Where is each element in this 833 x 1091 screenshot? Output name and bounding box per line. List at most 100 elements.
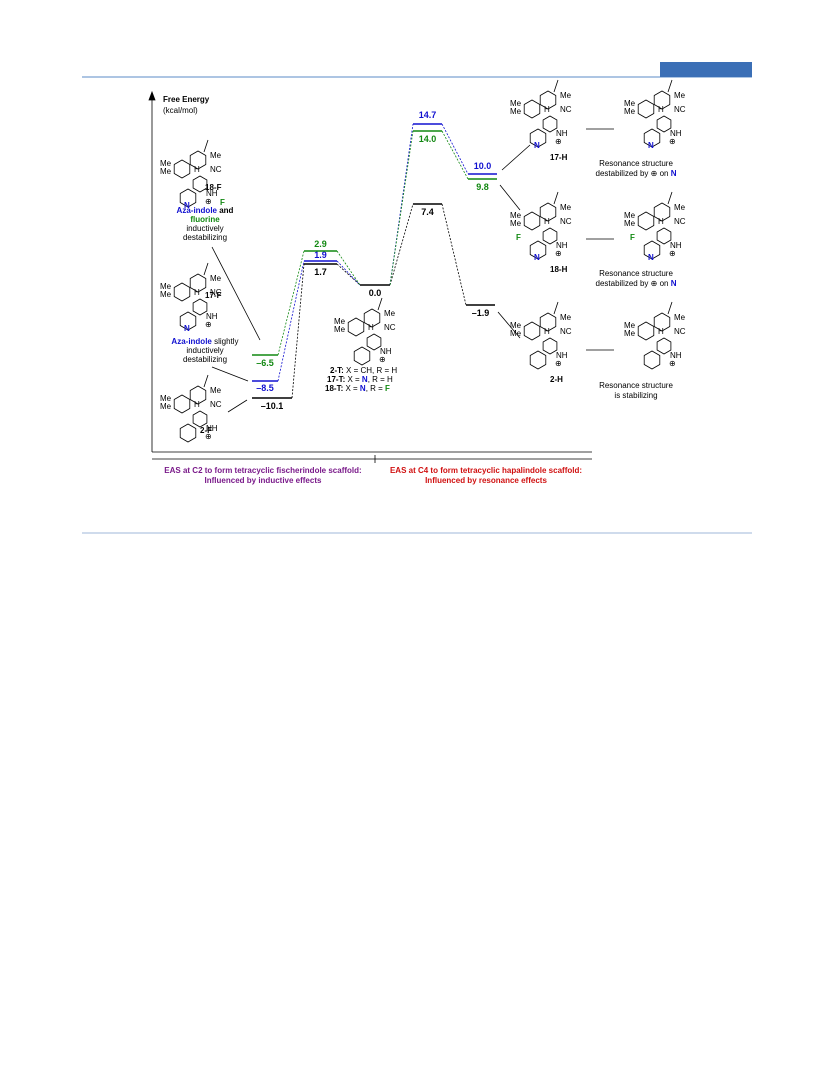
resonance-note: destabilized by ⊕ on N <box>596 169 677 178</box>
atom: N <box>534 253 540 262</box>
ring <box>529 240 547 260</box>
atom: ⊕ <box>205 432 212 441</box>
ring <box>656 115 672 133</box>
atom: NC <box>560 327 572 336</box>
energy-label: 1.9 <box>314 250 327 260</box>
note: destabilizing <box>183 233 227 242</box>
atom: H <box>194 165 200 174</box>
atom: Me <box>210 274 222 283</box>
connector <box>389 130 414 286</box>
connector <box>336 260 361 286</box>
energy-label: 1.7 <box>314 267 327 277</box>
note: Aza-indole and <box>177 206 234 215</box>
ring <box>637 321 655 341</box>
connector <box>389 123 414 286</box>
ring <box>653 202 671 222</box>
energy-label: –10.1 <box>261 401 284 411</box>
atom: Me <box>624 99 636 108</box>
key-line: 17-T: X = N, R = H <box>327 375 393 384</box>
ring <box>192 298 208 316</box>
ring <box>179 423 197 443</box>
bond <box>377 297 383 311</box>
connector <box>291 263 305 399</box>
ring <box>653 90 671 110</box>
energy-label: 14.7 <box>419 110 437 120</box>
note-part: destabilized by ⊕ on <box>596 279 671 288</box>
atom: H <box>544 217 550 226</box>
atom: Me <box>674 203 686 212</box>
atom: Me <box>210 386 222 395</box>
note: fluorine <box>190 215 220 224</box>
energy-label: 10.0 <box>474 161 492 171</box>
atom: NH <box>206 189 218 198</box>
atom: H <box>658 327 664 336</box>
key-part: X = <box>343 384 360 393</box>
ring <box>656 337 672 355</box>
levels: –10.1 –8.5 –6.5 1.7 1.92.9 0.0 7.4 14.7 14.0 –1.9… <box>252 110 497 411</box>
connector <box>441 130 469 180</box>
ring <box>173 394 191 414</box>
ring <box>643 128 661 148</box>
key-part: F <box>385 384 390 393</box>
bond <box>553 79 559 93</box>
arrow <box>211 246 261 341</box>
ring <box>529 350 547 370</box>
ring <box>653 312 671 332</box>
atom: NC <box>560 217 572 226</box>
atom: N <box>648 141 654 150</box>
caption: Influenced by inductive effects <box>205 476 322 485</box>
connector <box>277 260 305 382</box>
ring <box>179 311 197 331</box>
energy-label: –1.9 <box>472 308 490 318</box>
key-line: 18-T: X = N, R = F <box>325 384 390 393</box>
energy-label: 7.4 <box>421 207 434 217</box>
ring <box>179 188 197 208</box>
atom: Me <box>624 107 636 116</box>
ring <box>173 282 191 302</box>
key-part: 2-T: <box>330 366 344 375</box>
energy-label: –6.5 <box>256 358 274 368</box>
compound-label: 2-H <box>550 375 563 384</box>
atom: NC <box>674 327 686 336</box>
compound-label: 18-F <box>205 183 222 192</box>
key-part: N <box>360 384 366 393</box>
resonance-note: is stabilizing <box>614 391 657 400</box>
atom: Me <box>624 321 636 330</box>
connector <box>277 250 305 356</box>
atom: NH <box>206 424 218 433</box>
energy-label: 9.8 <box>476 182 489 192</box>
atom: NH <box>670 351 682 360</box>
compound-label: 17-H <box>550 153 568 162</box>
atom: Me <box>384 309 396 318</box>
atom: ⊕ <box>379 355 386 364</box>
atom: NC <box>210 165 222 174</box>
connector <box>336 250 361 286</box>
ring <box>189 150 207 170</box>
atom: NC <box>210 400 222 409</box>
atom: Me <box>510 211 522 220</box>
key-part: , R = <box>366 384 385 393</box>
atom: ⊕ <box>555 359 562 368</box>
ring <box>643 350 661 370</box>
atom: ⊕ <box>669 359 676 368</box>
note: destabilizing <box>183 355 227 364</box>
bond <box>667 301 673 315</box>
atom: Me <box>624 219 636 228</box>
connectors <box>277 123 469 399</box>
atom: Me <box>334 317 346 326</box>
ring <box>542 227 558 245</box>
note-part: N <box>671 279 677 288</box>
key-part: X = <box>345 375 362 384</box>
ring <box>637 99 655 119</box>
note-part: slightly <box>212 337 239 346</box>
atom: Me <box>624 329 636 338</box>
note-part: Aza-indole <box>171 337 212 346</box>
header-tab <box>660 62 752 77</box>
key-part: 17-T: <box>327 375 345 384</box>
